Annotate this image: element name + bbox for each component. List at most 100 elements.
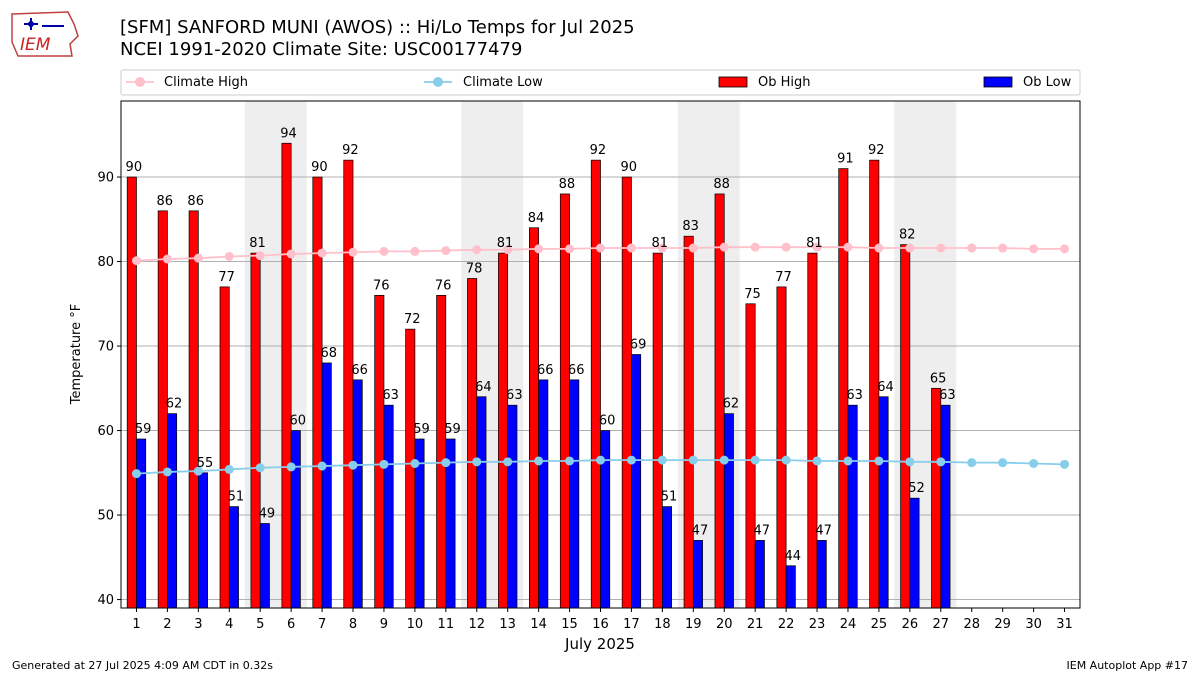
legend-ob-low-swatch bbox=[983, 76, 1013, 88]
x-tick-label: 9 bbox=[380, 617, 388, 632]
climate-high-point bbox=[812, 242, 822, 252]
legend-climate-low-marker bbox=[433, 77, 443, 87]
x-tick-label: 8 bbox=[349, 617, 357, 632]
climate-low-point bbox=[193, 466, 203, 476]
ob-low-bar bbox=[816, 540, 827, 609]
climate-high-point bbox=[379, 246, 389, 256]
y-tick-label: 70 bbox=[97, 340, 114, 355]
climate-low-point bbox=[596, 455, 605, 465]
ob-high-label: 78 bbox=[466, 261, 483, 276]
ob-high-label: 94 bbox=[280, 126, 297, 141]
x-tick-label: 7 bbox=[318, 617, 326, 632]
ob-high-bar bbox=[219, 286, 230, 609]
ob-low-label: 62 bbox=[166, 397, 183, 412]
x-tick-label: 30 bbox=[1025, 617, 1042, 632]
x-tick-label: 14 bbox=[530, 617, 547, 632]
legend-frame bbox=[120, 69, 1081, 96]
climate-low-point bbox=[936, 457, 946, 467]
ob-low-label: 60 bbox=[599, 414, 616, 429]
x-tick-label: 3 bbox=[194, 617, 202, 632]
x-tick-label: 20 bbox=[716, 617, 733, 632]
ob-high-label: 65 bbox=[930, 371, 947, 386]
ob-high-label: 81 bbox=[651, 236, 668, 251]
ob-high-label: 92 bbox=[590, 143, 607, 158]
climate-high-point bbox=[626, 243, 636, 253]
legend-ob-high-label: Ob High bbox=[758, 75, 811, 90]
ob-high-label: 81 bbox=[806, 236, 823, 251]
climate-high-point bbox=[534, 244, 544, 254]
y-tick-label: 40 bbox=[97, 593, 114, 608]
climate-low-point bbox=[688, 455, 698, 465]
chart-subtitle: NCEI 1991-2020 Climate Site: USC00177479 bbox=[120, 39, 523, 60]
ob-low-bar bbox=[878, 396, 889, 609]
x-tick-label: 19 bbox=[685, 617, 702, 632]
x-tick-label: 12 bbox=[468, 617, 485, 632]
x-tick-label: 28 bbox=[963, 617, 980, 632]
ob-high-bar bbox=[343, 159, 354, 609]
climate-high-point bbox=[441, 246, 451, 256]
climate-high-point bbox=[781, 242, 791, 252]
chart-title: [SFM] SANFORD MUNI (AWOS) :: Hi/Lo Temps… bbox=[120, 17, 635, 38]
legend-climate-low-label: Climate Low bbox=[463, 75, 543, 90]
ob-low-label: 59 bbox=[135, 422, 152, 437]
x-tick-label: 27 bbox=[933, 617, 950, 632]
climate-low-point bbox=[131, 469, 141, 479]
x-tick-label: 1 bbox=[132, 617, 140, 632]
legend-climate-high-label: Climate High bbox=[164, 75, 248, 90]
ob-high-bar bbox=[498, 252, 509, 609]
climate-high-point bbox=[596, 243, 605, 253]
x-tick-label: 5 bbox=[256, 617, 264, 632]
ob-low-bar bbox=[167, 413, 178, 609]
x-tick-label: 18 bbox=[654, 617, 671, 632]
ob-high-label: 92 bbox=[342, 143, 359, 158]
legend: Climate High Climate Low Ob High Ob Low bbox=[120, 69, 1081, 96]
ob-high-bar bbox=[281, 142, 292, 609]
climate-high-point bbox=[193, 253, 203, 263]
ob-low-label: 51 bbox=[661, 490, 678, 505]
footer-generated: Generated at 27 Jul 2025 4:09 AM CDT in … bbox=[12, 659, 273, 672]
ob-high-bar bbox=[528, 227, 539, 609]
x-tick-label: 29 bbox=[994, 617, 1011, 632]
ob-low-label: 59 bbox=[413, 422, 430, 437]
climate-high-point bbox=[317, 248, 327, 258]
ob-high-label: 88 bbox=[559, 177, 576, 192]
bar-value-labels: 90 59 86 62 86 55 77 51 81 49 94 60 90 68 92 66 76 63 72 59… bbox=[126, 126, 956, 564]
ob-high-bar bbox=[590, 159, 601, 609]
ob-low-bar bbox=[909, 497, 920, 609]
ob-high-label: 77 bbox=[775, 270, 792, 285]
ob-high-bar bbox=[312, 176, 323, 609]
climate-high-point bbox=[565, 244, 575, 254]
ob-high-bar bbox=[188, 210, 199, 609]
ob-low-label: 47 bbox=[692, 523, 709, 538]
ob-high-bar bbox=[683, 235, 694, 609]
ob-high-label: 76 bbox=[435, 278, 452, 293]
x-tick-label: 13 bbox=[499, 617, 516, 632]
climate-high-point bbox=[255, 251, 265, 261]
ob-low-label: 63 bbox=[382, 388, 399, 403]
ob-low-label: 60 bbox=[290, 414, 307, 429]
ob-low-bar bbox=[847, 404, 858, 609]
climate-low-point bbox=[286, 462, 296, 472]
x-tick-label: 6 bbox=[287, 617, 295, 632]
ob-high-bar bbox=[467, 278, 478, 609]
ob-low-label: 66 bbox=[568, 363, 585, 378]
ob-high-label: 90 bbox=[126, 160, 143, 175]
climate-high-point bbox=[131, 256, 141, 266]
ob-low-bar bbox=[662, 506, 673, 609]
climate-low-point bbox=[348, 460, 358, 470]
climate-low-point bbox=[317, 461, 327, 471]
climate-low-point bbox=[1060, 459, 1070, 469]
ob-high-bar bbox=[250, 252, 261, 609]
climate-low-point bbox=[379, 459, 389, 469]
climate-low-point bbox=[905, 457, 915, 467]
climate-high-point bbox=[348, 247, 358, 257]
ob-low-label: 62 bbox=[723, 397, 740, 412]
x-axis-label: July 2025 bbox=[564, 635, 635, 653]
climate-low-point bbox=[1029, 459, 1039, 469]
climate-low-point bbox=[472, 457, 482, 467]
ob-high-label: 86 bbox=[156, 194, 173, 209]
ob-low-bar bbox=[569, 379, 580, 609]
climate-low-point bbox=[565, 456, 575, 466]
ob-low-label: 69 bbox=[630, 338, 647, 353]
ob-high-label: 81 bbox=[497, 236, 514, 251]
